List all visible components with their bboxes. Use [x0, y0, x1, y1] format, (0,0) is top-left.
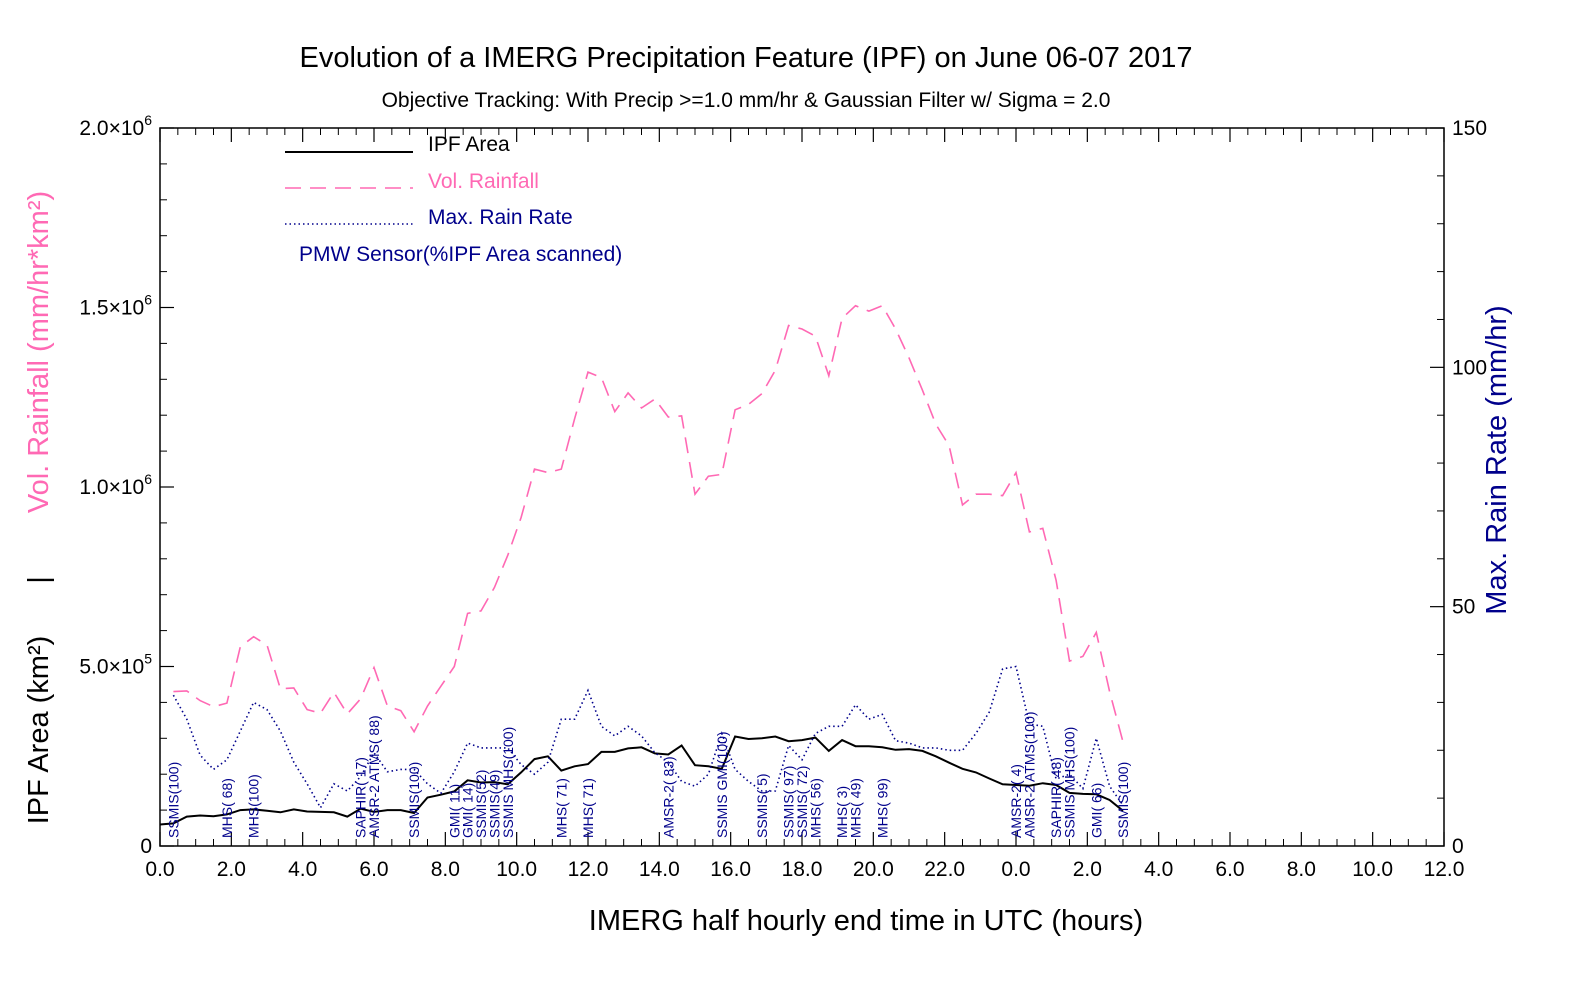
sensor-label: MHS( 56): [807, 778, 823, 838]
x-tick-label: 4.0: [288, 858, 317, 881]
right-axis-ticks: 0 50 100 150: [1430, 117, 1487, 858]
y-right-tick-label: 100: [1452, 356, 1487, 379]
sensor-label: SSMIS GMI(100): [714, 731, 730, 838]
sensor-label: MHS( 3): [834, 786, 850, 838]
x-tick-label: 8.0: [1287, 858, 1316, 881]
sensor-label: AMSR-2( 83): [660, 756, 676, 838]
series-line-max-rain-rate: [172, 665, 1124, 810]
sensor-label: MHS( 71): [553, 778, 569, 838]
x-axis-ticks: 0.0 2.0 4.0 6.0 8.0 10.0 12.0 14.0 16.0 18.0 20.0 2…: [145, 128, 1464, 881]
x-tick-label: 6.0: [359, 858, 388, 881]
x-tick-label: 8.0: [431, 858, 460, 881]
sensor-label: MHS(100): [246, 774, 262, 838]
y-axis-label-max-rain-rate: Max. Rain Rate (mm/hr): [1481, 305, 1513, 614]
x-tick-label: 14.0: [639, 858, 680, 881]
legend-pmw-sensor-note: PMW Sensor(%IPF Area scanned): [299, 243, 622, 266]
series-layer: [159, 304, 1124, 826]
sensor-label: SSMIS(49): [486, 770, 502, 838]
x-tick-label: 16.0: [710, 858, 751, 881]
y-left-tick-label: 2.0×106: [79, 112, 152, 140]
series-line-ipf-area: [159, 735, 1124, 826]
y-right-tick-label: 50: [1452, 596, 1475, 619]
x-tick-label: 6.0: [1215, 858, 1244, 881]
left-axis-ticks: 0 5.0×105 1.0×106 1.5×106 2.0×106: [79, 112, 174, 858]
sensor-label: AMSR-2( 4): [1008, 764, 1024, 838]
sensor-label: SSMIS(52): [473, 770, 489, 838]
x-tick-label: 2.0: [217, 858, 246, 881]
chart-title: Evolution of a IMERG Precipitation Featu…: [299, 42, 1192, 74]
sensor-label: AMSR-2 ATMS(100): [1021, 711, 1037, 838]
sensor-label: MHS( 68): [219, 778, 235, 838]
sensor-label: SAPHIR( 48): [1048, 757, 1064, 838]
y-left-tick-label: 5.0×105: [79, 651, 152, 679]
y-right-tick-label: 150: [1452, 117, 1487, 140]
y-left-tick-label: 1.5×106: [79, 292, 152, 320]
sensor-label: SSMIS MHS(100): [1062, 727, 1078, 838]
x-tick-label: 10.0: [496, 858, 537, 881]
x-tick-label: 2.0: [1073, 858, 1102, 881]
x-tick-label: 0.0: [145, 858, 174, 881]
sensor-label: SSMIS MHS(100): [500, 727, 516, 838]
x-tick-label: 20.0: [853, 858, 894, 881]
x-tick-label: 12.0: [568, 858, 609, 881]
y-axis-label-ipf-area: IPF Area (km²): [23, 636, 55, 825]
sensor-label: MHS( 99): [874, 778, 890, 838]
x-axis-label: IMERG half hourly end time in UTC (hours…: [589, 905, 1143, 937]
sensor-annotations: SSMIS(100) MHS( 68) MHS(100) SAPHIR( 17)AMS…: [165, 711, 1131, 838]
y-left-tick-label: 1.0×106: [79, 471, 152, 499]
sensor-label: SAPHIR( 17): [353, 757, 369, 838]
sensor-label: SSMIS(100): [165, 762, 181, 838]
y-axis-label-separator: |: [23, 576, 55, 584]
sensor-label: SSMIS(100): [406, 762, 422, 838]
legend-label-max-rain-rate: Max. Rain Rate: [428, 206, 573, 229]
legend-label-vol-rainfall: Vol. Rainfall: [428, 170, 539, 193]
chart-subtitle: Objective Tracking: With Precip >=1.0 mm…: [382, 89, 1111, 112]
sensor-label: SSMIS(100): [1115, 762, 1131, 838]
sensor-label: MHS( 71): [580, 778, 596, 838]
legend: IPF Area Vol. Rainfall Max. Rain Rate PM…: [285, 133, 622, 266]
sensor-label: SSMIS( 72): [794, 766, 810, 838]
series-line-vol-rainfall: [173, 304, 1124, 743]
legend-label-ipf-area: IPF Area: [428, 133, 510, 156]
x-tick-label: 4.0: [1144, 858, 1173, 881]
y-left-tick-label: 0: [140, 835, 152, 858]
plot-frame: [159, 127, 1445, 847]
sensor-label: GMI( 66): [1088, 783, 1104, 838]
x-tick-label: 18.0: [782, 858, 823, 881]
sensor-label: GMI( 14): [460, 783, 476, 838]
x-tick-label: 12.0: [1424, 858, 1465, 881]
y-axis-label-vol-rainfall: Vol. Rainfall (mm/hr*km²): [23, 191, 55, 513]
x-tick-label: 0.0: [1001, 858, 1030, 881]
sensor-label: GMI( 11): [446, 784, 462, 838]
x-tick-label: 10.0: [1352, 858, 1393, 881]
sensor-label: AMSR-2 ATMS( 88): [366, 715, 382, 838]
y-right-tick-label: 0: [1452, 835, 1464, 858]
sensor-label: SSMIS( 5): [754, 773, 770, 838]
sensor-label: MHS( 49): [848, 778, 864, 838]
sensor-label: SSMIS( 97): [781, 766, 797, 838]
x-tick-label: 22.0: [924, 858, 965, 881]
